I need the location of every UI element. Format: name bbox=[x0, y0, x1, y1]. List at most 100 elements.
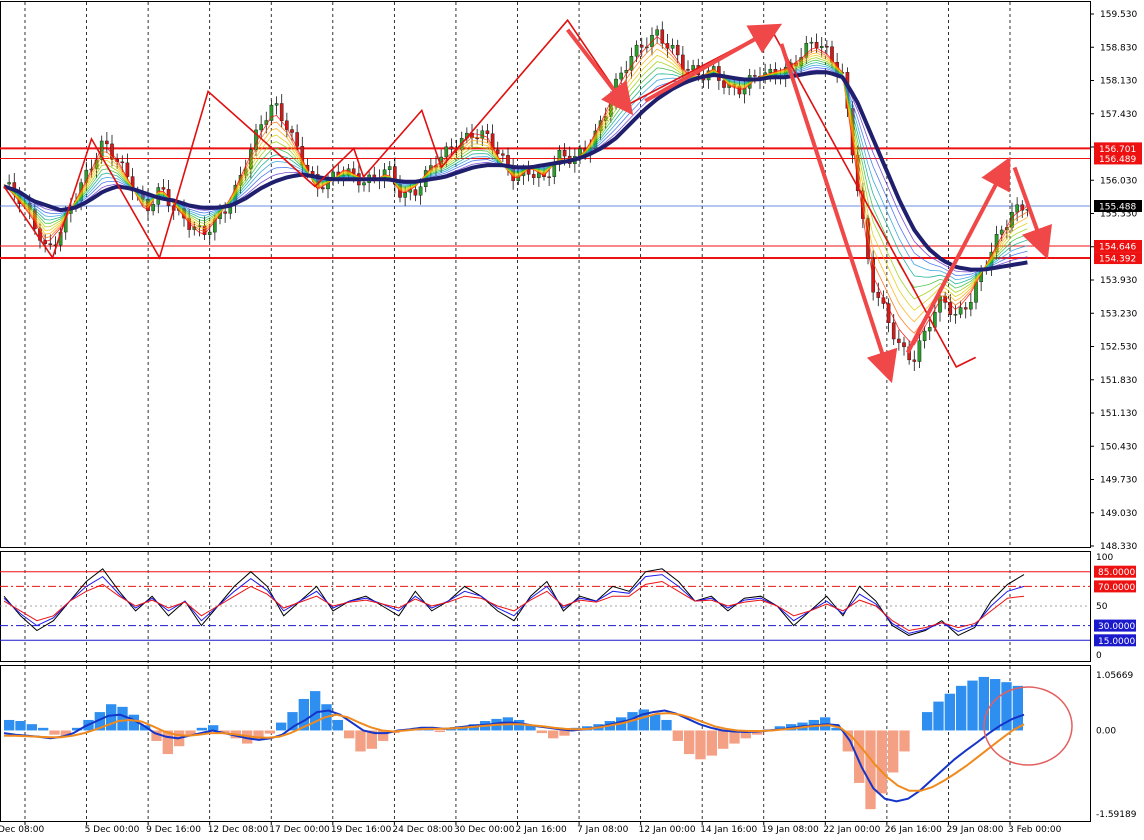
macd-histogram-bar bbox=[684, 730, 695, 755]
price-tick-label: 159.530 bbox=[1100, 10, 1137, 20]
time-tick-label: 14 Jan 16:00 bbox=[700, 825, 757, 835]
candle-body bbox=[501, 153, 505, 156]
candle-body bbox=[495, 149, 500, 155]
macd-histogram-bar bbox=[842, 730, 853, 752]
macd-histogram-bar bbox=[253, 730, 264, 740]
candle-body bbox=[151, 204, 155, 212]
candle-body bbox=[290, 129, 294, 133]
osc-level-label: 85.0000 bbox=[1098, 568, 1135, 578]
price-panel-frame bbox=[0, 1, 1091, 548]
price-tick-label: 152.530 bbox=[1100, 343, 1137, 353]
candle-body bbox=[886, 303, 891, 323]
candle-body bbox=[999, 229, 1004, 235]
osc-tick-label: 0 bbox=[1096, 651, 1102, 661]
osc-level-tag bbox=[1094, 619, 1136, 632]
osc-level-tag bbox=[1094, 580, 1136, 593]
time-tick-label: 7 Jan 08:00 bbox=[577, 825, 629, 835]
macd-histogram-bar bbox=[15, 721, 26, 731]
candle-body bbox=[547, 176, 551, 178]
candle-body bbox=[480, 130, 485, 139]
candle-body bbox=[490, 133, 495, 151]
macd-histogram-bar bbox=[344, 730, 355, 739]
price-level-tag bbox=[1094, 142, 1142, 155]
candle-body bbox=[43, 240, 47, 244]
macd-panel: 1.05669 0.00 -1.59189 bbox=[0, 665, 1137, 822]
candle-body bbox=[444, 146, 449, 158]
macd-histogram-bar bbox=[423, 729, 434, 731]
candle-body bbox=[969, 302, 973, 310]
candle-body bbox=[681, 54, 685, 70]
candle-body bbox=[1020, 204, 1025, 211]
annotation-circle bbox=[983, 686, 1073, 766]
candle-body bbox=[274, 103, 279, 106]
candle-body bbox=[295, 132, 299, 147]
macd-histogram-bar bbox=[72, 727, 83, 731]
macd-histogram-bar bbox=[706, 730, 717, 756]
macd-histogram-bar bbox=[990, 679, 1001, 731]
macd-histogram-bar bbox=[661, 719, 672, 731]
price-level-tag bbox=[1094, 252, 1142, 265]
candle-body bbox=[897, 338, 901, 343]
candle-body bbox=[403, 191, 407, 198]
time-tick-label: 30 Dec 00:00 bbox=[454, 825, 515, 835]
macd-histogram-bar bbox=[525, 725, 536, 731]
price-level-tag bbox=[1094, 239, 1142, 252]
macd-histogram-bar bbox=[26, 724, 37, 731]
macd-histogram-bar bbox=[718, 730, 729, 749]
price-level-label: 156.701 bbox=[1099, 145, 1136, 155]
time-tick-label: 12 Dec 08:00 bbox=[208, 825, 269, 835]
candle-body bbox=[223, 211, 227, 214]
time-tick-label: 24 Dec 08:00 bbox=[392, 825, 453, 835]
candle-body bbox=[825, 46, 829, 48]
price-tick-label: 151.130 bbox=[1100, 409, 1137, 419]
macd-histogram-bar bbox=[117, 706, 128, 731]
macd-histogram-bar bbox=[1001, 682, 1012, 731]
candle-body bbox=[876, 291, 881, 298]
trend-arrow bbox=[565, 28, 634, 116]
macd-tick-label: 0.00 bbox=[1096, 726, 1116, 736]
osc-series-line bbox=[3, 568, 1025, 636]
macd-histogram-bar bbox=[672, 730, 683, 741]
osc-level-label: 30.0000 bbox=[1098, 622, 1135, 632]
macd-tick-label: -1.59189 bbox=[1096, 810, 1137, 820]
macd-histogram-bar bbox=[38, 727, 49, 731]
candle-body bbox=[634, 44, 639, 57]
candle-body bbox=[531, 174, 536, 178]
candle-body bbox=[105, 140, 109, 145]
ma-thick-line bbox=[3, 70, 1028, 272]
macd-histogram-bar bbox=[332, 719, 343, 731]
candle-body bbox=[686, 69, 690, 71]
candle-body bbox=[562, 150, 567, 157]
macd-histogram-bar bbox=[978, 676, 989, 731]
macd-histogram-bar bbox=[899, 730, 910, 752]
price-level-label: 154.392 bbox=[1099, 255, 1136, 265]
candle-body bbox=[948, 302, 953, 315]
macd-histogram-bar bbox=[888, 730, 899, 773]
price-tick-label: 153.230 bbox=[1100, 309, 1137, 319]
macd-histogram-bar bbox=[162, 730, 173, 755]
candle-body bbox=[675, 45, 680, 56]
time-axis: Dec 08:00 5 Dec 00:00 9 Dec 16:00 12 Dec 08… bbox=[0, 821, 1062, 835]
macd-histogram-bar bbox=[933, 701, 944, 731]
candle-body bbox=[475, 137, 479, 140]
osc-series-line bbox=[3, 574, 1025, 634]
candle-body bbox=[891, 322, 896, 340]
candle-body bbox=[207, 231, 212, 235]
candle-body bbox=[48, 243, 53, 246]
osc-level-label: 70.0000 bbox=[1098, 583, 1135, 593]
candle-body bbox=[912, 359, 917, 362]
candle-body bbox=[768, 68, 773, 73]
macd-histogram-bar bbox=[548, 730, 559, 739]
price-level-tag bbox=[1094, 152, 1142, 165]
macd-histogram-bar bbox=[831, 727, 842, 731]
macd-line bbox=[3, 709, 1025, 803]
candle-body bbox=[310, 171, 315, 175]
price-tick-label: 150.430 bbox=[1100, 442, 1137, 452]
candle-body bbox=[660, 29, 665, 44]
candle-body bbox=[958, 307, 963, 315]
macd-histogram-bar bbox=[196, 727, 207, 731]
time-tick-label: 19 Dec 16:00 bbox=[331, 825, 392, 835]
macd-histogram-bar bbox=[944, 693, 955, 731]
